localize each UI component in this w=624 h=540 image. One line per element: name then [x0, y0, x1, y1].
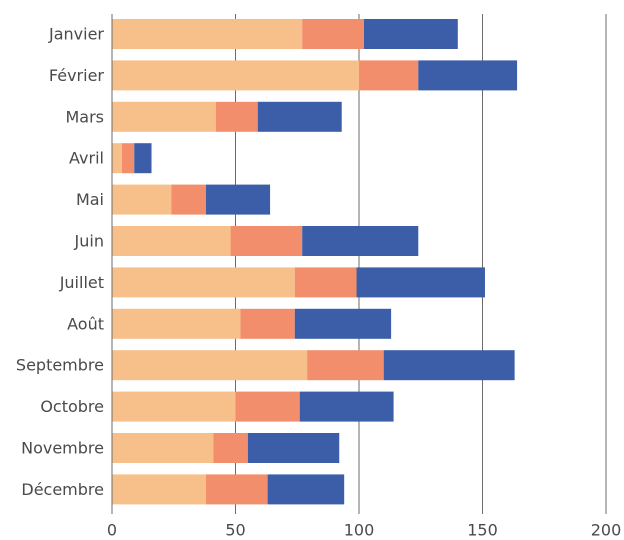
bar-octobre-segment-3 [299, 391, 394, 422]
bar-mai-segment-1 [112, 184, 172, 215]
bar-mars-segment-1 [112, 101, 216, 132]
bar-mars-segment-2 [215, 101, 258, 132]
bar-février-segment-2 [359, 60, 419, 91]
x-tick-label-200: 200 [591, 521, 622, 540]
x-tick-label-50: 50 [225, 521, 245, 540]
bar-décembre-segment-2 [205, 474, 268, 505]
bar-janvier-segment-3 [363, 19, 458, 49]
bars [112, 19, 518, 505]
category-label-juillet: Juillet [59, 273, 104, 292]
bar-décembre-segment-1 [112, 474, 206, 505]
bar-février-segment-1 [112, 60, 359, 91]
bar-février-segment-3 [418, 60, 518, 91]
category-label-janvier: Janvier [48, 25, 104, 44]
category-label-mai: Mai [76, 190, 104, 209]
bar-octobre-segment-1 [112, 391, 236, 422]
bar-avril-segment-1 [112, 143, 122, 174]
category-label-juin: Juin [74, 232, 104, 251]
category-label-octobre: Octobre [40, 397, 104, 416]
bar-janvier-segment-1 [112, 19, 303, 49]
bar-novembre-segment-1 [112, 433, 214, 463]
bar-janvier-segment-2 [302, 19, 364, 49]
bar-juillet-segment-1 [112, 267, 295, 298]
category-label-décembre: Décembre [21, 480, 104, 499]
bar-juin-segment-3 [302, 226, 419, 256]
bar-mai-segment-2 [171, 184, 206, 215]
bar-septembre-segment-2 [307, 350, 384, 381]
bar-septembre-segment-3 [383, 350, 515, 381]
bar-juin-segment-1 [112, 226, 231, 256]
category-label-février: Février [49, 66, 105, 85]
bar-mars-segment-3 [257, 101, 342, 132]
grid-lines [235, 14, 607, 514]
bar-août-segment-1 [112, 308, 241, 339]
bar-novembre-segment-2 [213, 433, 248, 463]
labels: Janvier Février Mars Avril Mai Juin Juillet Aoû… [16, 25, 621, 540]
x-tick-label-100: 100 [344, 521, 375, 540]
bar-avril-segment-3 [134, 143, 152, 174]
bar-août-segment-3 [294, 308, 392, 339]
category-label-mars: Mars [65, 107, 104, 126]
bar-août-segment-2 [240, 308, 295, 339]
bar-mai-segment-3 [205, 184, 271, 215]
bar-juillet-segment-2 [294, 267, 357, 298]
category-label-août: Août [67, 314, 104, 333]
x-tick-label-0: 0 [107, 521, 117, 540]
x-tick-label-150: 150 [467, 521, 498, 540]
bar-décembre-segment-3 [267, 474, 345, 505]
bar-octobre-segment-2 [235, 391, 300, 422]
bar-avril-segment-2 [121, 143, 135, 174]
category-label-novembre: Novembre [21, 439, 104, 458]
bar-novembre-segment-3 [247, 433, 340, 463]
bar-juillet-segment-3 [356, 267, 485, 298]
bar-juin-segment-2 [230, 226, 303, 256]
category-label-avril: Avril [69, 149, 104, 168]
category-label-septembre: Septembre [16, 356, 104, 375]
bar-septembre-segment-1 [112, 350, 308, 381]
